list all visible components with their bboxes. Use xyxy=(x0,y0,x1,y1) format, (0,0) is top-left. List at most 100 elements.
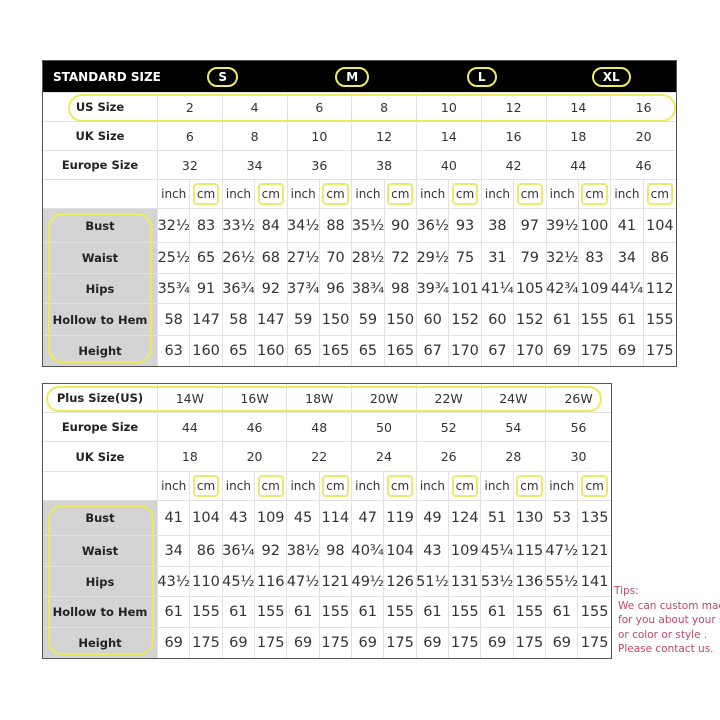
measurement-value: 40¾ xyxy=(351,536,385,566)
size-group-s: S xyxy=(207,66,239,87)
measurement-value: 61 xyxy=(223,597,256,627)
unit-cell: cm xyxy=(385,180,417,208)
size-value: 24W xyxy=(482,384,547,412)
measurement-value: 135 xyxy=(580,510,609,526)
measurement-label: Hips xyxy=(43,567,158,596)
size-group-cell: XL xyxy=(547,61,677,92)
size-value: 34 xyxy=(223,151,288,179)
measurement-value: 47½ xyxy=(287,567,320,596)
measurement-value: 75 xyxy=(449,243,482,273)
measurement-value: 61 xyxy=(547,304,579,335)
measurement-row: Hollow to Hem 58 147 58 147 59 150 59 150 60 152 60… xyxy=(43,304,676,336)
measurement-label: Waist xyxy=(43,536,158,566)
measurement-value: 170 xyxy=(449,336,482,366)
measurement-value: 29½ xyxy=(416,243,450,273)
measurement-label: Hips xyxy=(43,274,158,303)
measurement-value: 175 xyxy=(384,628,417,658)
measurement-value: 130 xyxy=(514,501,547,535)
unit-inch: inch xyxy=(225,479,251,493)
unit-cm: cm xyxy=(516,183,543,205)
unit-cm: cm xyxy=(646,183,673,205)
size-value: 22 xyxy=(287,442,353,471)
measurement-row: Hollow to Hem 61 155 61 155 61 155 61 155 61 155 61… xyxy=(43,597,611,628)
tips-line: or color or style . xyxy=(618,628,708,641)
measurement-value: 155 xyxy=(384,597,417,627)
unit-inch: inch xyxy=(290,479,316,493)
measurement-value: 61 xyxy=(158,597,191,627)
unit-cm: cm xyxy=(322,183,349,205)
unit-cm: cm xyxy=(451,183,479,205)
measurement-value: 65 xyxy=(190,243,223,273)
size-value: 20 xyxy=(635,128,652,144)
size-value: 12 xyxy=(352,122,417,150)
unit-cm: cm xyxy=(451,475,478,497)
unit-row: inch cm inch cm inch cm inch cm inch cm inch cm inch… xyxy=(43,180,676,209)
measurement-value: 25½ xyxy=(157,243,191,273)
measurement-value: 67 xyxy=(482,336,515,366)
unit-cell: inch xyxy=(287,472,320,500)
measurement-value: 100 xyxy=(579,209,612,242)
measurement-value: 67 xyxy=(417,336,450,366)
unit-cm: cm xyxy=(581,475,608,497)
size-value: 36 xyxy=(288,151,353,179)
measurement-row: Waist 25½ 65 26½ 68 27½ 70 28½ 72 29½ 75 31 79 32½ 83 3… xyxy=(43,243,676,274)
measurement-value: 104 xyxy=(384,536,417,566)
size-value: 50 xyxy=(352,413,417,441)
measurement-row: Waist 34 86 36¼ 92 38½ 98 40¾ 104 43 109 45¼ 115 47½ 1… xyxy=(43,536,611,567)
measurement-value: 84 xyxy=(255,209,288,242)
measurement-value: 69 xyxy=(547,336,579,366)
row-label: Europe Size xyxy=(43,413,158,441)
measurement-value: 69 xyxy=(223,628,256,658)
measurement-value: 38 xyxy=(482,209,515,242)
unit-cell: cm xyxy=(320,472,353,500)
measurement-value: 155 xyxy=(514,597,547,627)
measurement-value: 35½ xyxy=(352,209,385,242)
measurement-row: Hips 43½ 110 45½ 116 47½ 121 49½ 126 51½ 131 53½ 136… xyxy=(43,567,611,597)
unit-cell: inch xyxy=(481,472,514,500)
measurement-value: 175 xyxy=(579,336,612,366)
unit-inch: inch xyxy=(484,479,510,493)
size-value: 20 xyxy=(223,442,288,471)
measurement-value: 92 xyxy=(255,274,288,303)
measurement-value: 155 xyxy=(449,597,482,627)
size-value: 8 xyxy=(352,93,417,121)
measurement-value: 155 xyxy=(645,311,674,328)
measurement-value: 147 xyxy=(190,304,223,335)
unit-cell: cm xyxy=(255,180,288,208)
measurement-value: 61 xyxy=(611,304,644,335)
unit-inch: inch xyxy=(484,187,511,201)
unit-cell: inch xyxy=(158,180,191,208)
measurement-value: 121 xyxy=(580,543,609,559)
measurement-value: 49 xyxy=(417,501,450,535)
measurement-value: 131 xyxy=(449,567,482,596)
measurement-value: 42¾ xyxy=(546,274,579,303)
measurement-value: 114 xyxy=(320,501,353,535)
measurement-value: 32½ xyxy=(157,209,191,242)
unit-cell: cm xyxy=(190,180,223,208)
measurement-row: Bust 32½ 83 33½ 84 34½ 88 35½ 90 36½ 93 38 97 39½ 100 4… xyxy=(43,209,676,243)
unit-cm: cm xyxy=(257,475,284,497)
size-value: 48 xyxy=(287,413,353,441)
unit-cell: cm xyxy=(644,180,676,208)
unit-cell: cm xyxy=(578,472,610,500)
measurement-value: 175 xyxy=(580,635,609,651)
size-group-xl: XL xyxy=(591,66,631,87)
measurement-value: 86 xyxy=(650,250,670,266)
measurement-value: 104 xyxy=(645,217,674,234)
unit-inch: inch xyxy=(419,479,445,493)
size-value: 8 xyxy=(223,122,288,150)
measurement-value: 69 xyxy=(352,628,385,658)
measurement-label: Bust xyxy=(43,209,158,242)
measurement-value: 41¼ xyxy=(481,274,515,303)
measurement-label: Bust xyxy=(43,501,158,535)
measurement-value: 58 xyxy=(223,304,256,335)
measurement-value: 27½ xyxy=(287,243,320,273)
size-value: 40 xyxy=(417,151,482,179)
measurement-value: 28½ xyxy=(352,243,385,273)
measurement-value: 112 xyxy=(645,280,674,297)
size-value: 2 xyxy=(158,93,223,121)
measurement-value: 91 xyxy=(190,274,223,303)
unit-inch: inch xyxy=(355,187,381,201)
measurement-value: 51 xyxy=(481,501,514,535)
measurement-value: 34½ xyxy=(287,209,320,242)
